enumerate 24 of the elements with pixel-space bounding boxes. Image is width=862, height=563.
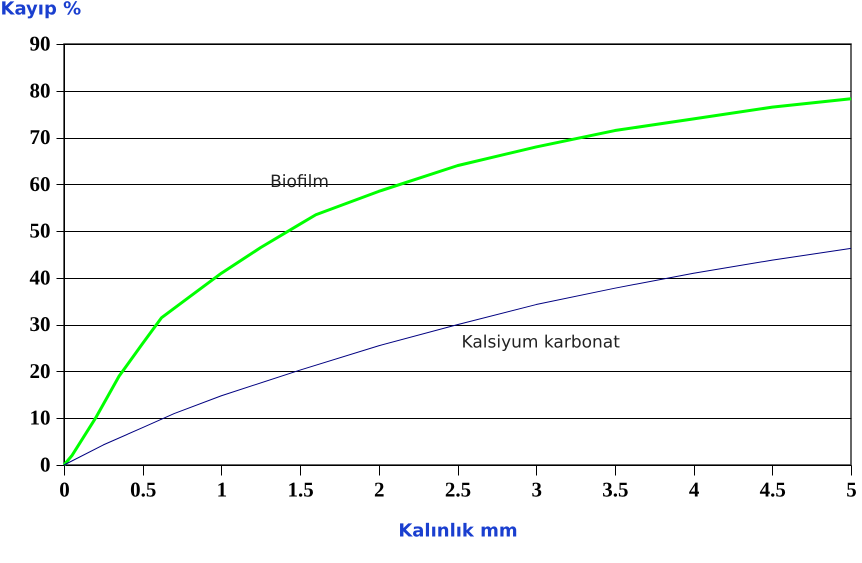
x-tick-label: 1.5 — [287, 478, 314, 502]
x-tick-label: 0 — [59, 478, 70, 502]
y-tick-label: 10 — [30, 406, 50, 430]
y-tick-label: 50 — [30, 218, 50, 243]
x-tick-label: 4.5 — [760, 478, 786, 502]
x-tick-label: 3.5 — [602, 478, 629, 502]
x-axis-title: Kalınlık mm — [398, 520, 518, 542]
y-tick-label: 40 — [30, 265, 50, 290]
y-tick-label: 80 — [30, 78, 50, 102]
x-tick-label: 5 — [846, 478, 857, 502]
y-tick-label: 20 — [30, 358, 50, 383]
y-tick-label: 90 — [30, 32, 50, 56]
y-tick-label: 70 — [30, 125, 50, 150]
x-tick-label: 3 — [531, 478, 542, 502]
series-label: Kalsiyum karbonat — [462, 332, 620, 353]
y-tick-label: 0 — [40, 452, 50, 476]
x-tick-label: 2.5 — [444, 478, 472, 502]
x-tick-label: 1 — [216, 478, 228, 502]
y-tick-label: 60 — [30, 172, 50, 196]
x-tick-label: 2 — [374, 478, 385, 502]
y-tick-label: 30 — [30, 312, 50, 336]
x-tick-label: 4 — [688, 478, 700, 502]
x-tick-label: 0.5 — [130, 478, 156, 502]
y-axis-title: Kayıp % — [0, 0, 82, 20]
